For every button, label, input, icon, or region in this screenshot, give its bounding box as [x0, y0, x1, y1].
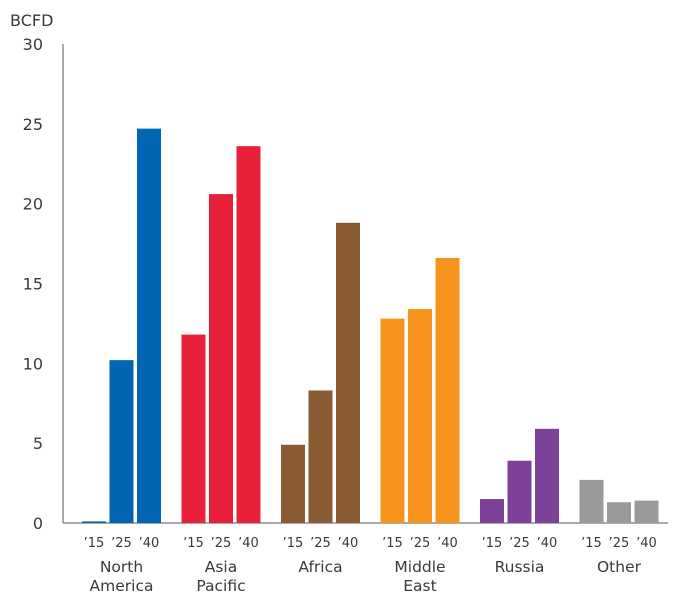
category-label: Russia [495, 558, 545, 576]
y-axis-label: BCFD [10, 11, 53, 30]
bar [535, 428, 559, 523]
category-label: East [403, 577, 436, 595]
bar [607, 502, 631, 523]
bar [137, 128, 161, 523]
category-label: Middle [394, 558, 445, 576]
x-tick-label: ’40 [437, 536, 458, 551]
category-label: Asia [205, 558, 237, 576]
bar [380, 318, 405, 523]
bar [82, 521, 106, 523]
bar [579, 479, 604, 523]
x-tick-label: ’15 [382, 536, 403, 551]
bar [109, 360, 134, 523]
category-label: North [100, 558, 143, 576]
bar [480, 499, 504, 523]
x-tick-label: ’15 [482, 536, 503, 551]
x-tick-label: ’15 [84, 536, 105, 551]
x-tick-label: ’15 [581, 536, 602, 551]
x-tick-label: ’40 [238, 536, 259, 551]
x-tick-label: ’40 [139, 536, 160, 551]
x-tick-label: ’25 [410, 536, 431, 551]
bar [507, 460, 532, 523]
x-tick-label: ’40 [636, 536, 657, 551]
bar [308, 390, 333, 523]
bar [209, 194, 233, 523]
bar [336, 222, 360, 523]
x-tick-label: ’40 [537, 536, 558, 551]
x-tick-label: ’25 [609, 536, 630, 551]
y-tick-label: 25 [23, 115, 43, 134]
y-tick-label: 30 [23, 35, 43, 54]
bar [236, 146, 261, 524]
bar [634, 500, 659, 523]
y-tick-label: 10 [23, 354, 43, 373]
bar [408, 309, 432, 523]
category-label: Pacific [196, 577, 245, 595]
y-tick-label: 15 [23, 275, 43, 294]
category-label: Africa [298, 558, 342, 576]
category-label: Other [597, 558, 642, 576]
bar [181, 334, 206, 523]
x-tick-label: ’40 [338, 536, 359, 551]
category-label: America [90, 577, 154, 595]
x-tick-label: ’25 [310, 536, 331, 551]
y-tick-label: 5 [33, 434, 43, 453]
x-tick-label: ’15 [283, 536, 304, 551]
x-tick-label: ’25 [211, 536, 232, 551]
y-tick-label: 20 [23, 195, 43, 214]
x-tick-label: ’25 [509, 536, 530, 551]
y-tick-label: 0 [33, 514, 43, 533]
bar [435, 257, 460, 523]
x-tick-label: ’15 [183, 536, 204, 551]
x-tick-label: ’25 [111, 536, 132, 551]
bar [281, 444, 305, 523]
